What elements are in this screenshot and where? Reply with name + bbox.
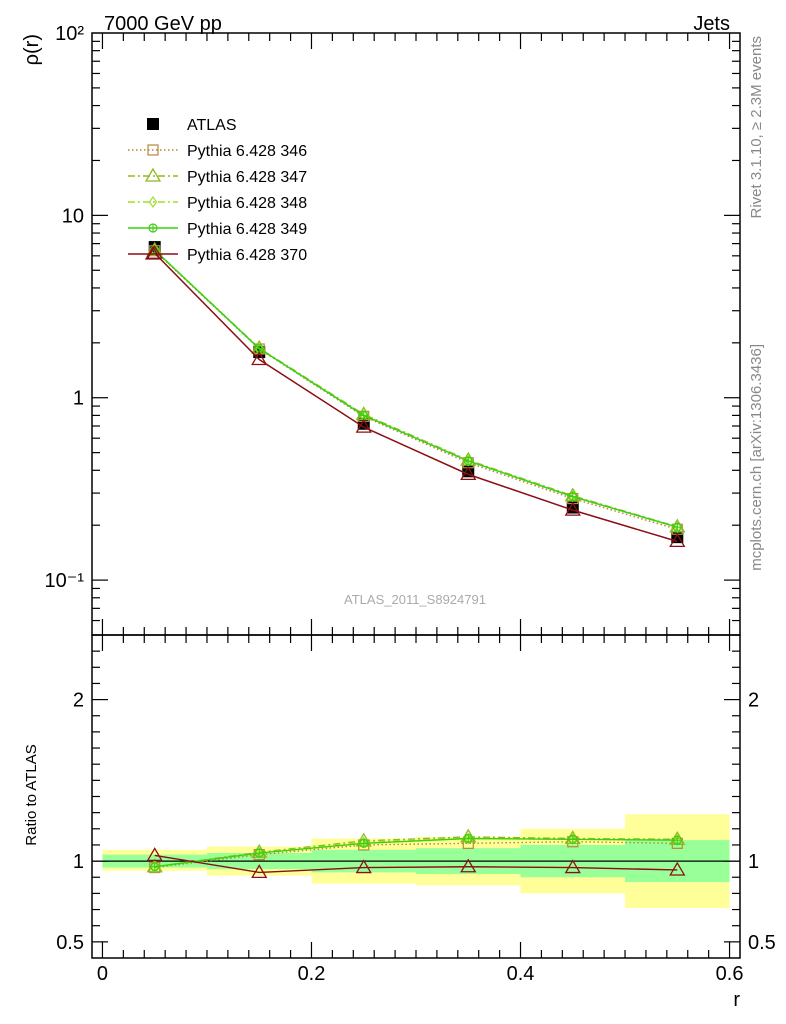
legend-label-p347: Pythia 6.428 347 <box>187 169 307 186</box>
mcplots-label: mcplots.cern.ch [arXiv:1306.3436] <box>748 344 765 571</box>
ratio-point-p349-3 <box>463 833 473 844</box>
legend-label-p348: Pythia 6.428 348 <box>187 195 307 212</box>
ratio-line-p370 <box>154 854 678 874</box>
axes-layer: 10⁻¹ 1 10 10² 0.5 0.5 1 1 2 2 0 0.2 0.4 0.6 <box>45 23 776 985</box>
main-point-p370-2 <box>355 418 372 433</box>
main-ytick-label: 10 <box>62 205 84 227</box>
ratio-point-p348-3 <box>464 832 473 845</box>
main-series-p349 <box>150 245 682 532</box>
ratio-ytick-label-right: 0.5 <box>748 932 776 954</box>
ratio-point-p370-5 <box>669 861 686 876</box>
legend-marker-p348 <box>148 195 158 209</box>
legend-item-p370: Pythia 6.428 370 <box>128 245 307 264</box>
ratio-point-p348-0 <box>150 860 159 873</box>
ratio-point-p348-4 <box>568 833 578 846</box>
header-left: 7000 GeV pp <box>104 13 222 35</box>
main-point-p348-3 <box>464 454 473 467</box>
ratio-point-p370-1 <box>251 864 268 879</box>
ratio-ytick-label-left: 2 <box>73 690 84 712</box>
xtick-label: 0.2 <box>298 963 326 985</box>
main-ytick-label: 1 <box>73 388 84 410</box>
ratio-point-p349-0 <box>150 862 160 872</box>
ratio-point-p348-1 <box>254 846 264 860</box>
ratio-point-p370-4 <box>564 859 581 874</box>
main-point-p349-5 <box>672 522 682 532</box>
main-line-p349 <box>154 249 678 528</box>
main-ytick-label: 10⁻¹ <box>45 570 85 592</box>
legend-item-data: ATLAS <box>147 117 237 134</box>
x-axis-label: r <box>733 989 740 1011</box>
legend-item-p346: Pythia 6.428 346 <box>128 143 307 160</box>
xtick-label: 0 <box>97 963 108 985</box>
legend-marker-p346 <box>147 144 159 156</box>
ratio-line-p349 <box>154 837 678 868</box>
legend-marker-p370 <box>144 245 162 260</box>
ratio-ytick-label-right: 2 <box>748 690 759 712</box>
ratio-point-p370-3 <box>460 858 477 873</box>
main-series-p370 <box>146 244 686 548</box>
main-point-p370-4 <box>564 501 581 516</box>
ratio-ytick-label-left: 1 <box>73 851 84 873</box>
legend-item-p348: Pythia 6.428 348 <box>128 195 307 212</box>
ratio-line-p346 <box>154 841 678 869</box>
ratio-point-p349-4 <box>568 834 578 844</box>
main-line-p346 <box>154 250 678 530</box>
main-point-p370-1 <box>251 351 268 366</box>
main-series-data <box>148 241 684 544</box>
ratio-point-p370-0 <box>146 847 163 862</box>
ratio-ytick-label-left: 0.5 <box>56 932 84 954</box>
ratio-point-p349-2 <box>359 838 369 848</box>
ratio-point-p370-2 <box>355 859 372 874</box>
main-point-data-2 <box>357 417 370 430</box>
main-series-p346 <box>149 245 683 535</box>
main-point-p348-5 <box>673 521 682 534</box>
legend: ATLAS Pythia 6.428 346 Pythia 6.428 347 Pyt… <box>128 117 307 264</box>
legend-label-p370: Pythia 6.428 370 <box>187 247 307 264</box>
ratio-point-p349-1 <box>254 848 264 858</box>
main-ytick-label: 10² <box>55 23 84 45</box>
main-series-p347 <box>146 241 686 533</box>
main-line-p370 <box>154 252 678 543</box>
main-point-p349-3 <box>463 456 473 466</box>
legend-marker-data <box>147 118 159 130</box>
main-point-p370-0 <box>146 244 163 259</box>
main-line-p348 <box>154 249 678 528</box>
ratio-y-axis-label: Ratio to ATLAS <box>23 744 40 845</box>
header-right: Jets <box>693 13 730 35</box>
legend-label-p346: Pythia 6.428 346 <box>187 143 307 160</box>
main-point-p349-4 <box>568 491 578 502</box>
legend-item-p347: Pythia 6.428 347 <box>128 167 307 186</box>
legend-marker-p349 <box>148 223 158 233</box>
legend-label-p349: Pythia 6.428 349 <box>187 221 307 238</box>
main-line-p347 <box>154 249 678 528</box>
main-point-p349-2 <box>359 410 369 421</box>
xtick-label: 0.4 <box>507 963 535 985</box>
main-point-p370-5 <box>669 533 686 548</box>
ratio-series-p349 <box>150 833 682 872</box>
legend-marker-p347 <box>144 167 162 182</box>
ratio-series-p370 <box>146 847 686 879</box>
ratio-frame <box>91 634 741 959</box>
analysis-id-label: ATLAS_2011_S8924791 <box>344 592 486 607</box>
legend-label-data: ATLAS <box>187 117 237 134</box>
main-point-p370-3 <box>460 466 477 481</box>
main-series-p348 <box>150 244 682 534</box>
main-point-p348-4 <box>568 490 578 503</box>
ratio-point-p348-5 <box>673 834 682 847</box>
rivet-label: Rivet 3.1.10, ≥ 2.3M events <box>748 36 765 219</box>
ratio-point-p349-5 <box>672 835 682 845</box>
ratio-ytick-label-right: 1 <box>748 851 759 873</box>
series-layer <box>146 241 686 879</box>
xtick-label: 0.6 <box>716 963 744 985</box>
legend-item-p349: Pythia 6.428 349 <box>128 221 307 238</box>
ratio-line-p347 <box>154 836 678 868</box>
main-y-axis-label: ρ(r) <box>21 34 43 65</box>
